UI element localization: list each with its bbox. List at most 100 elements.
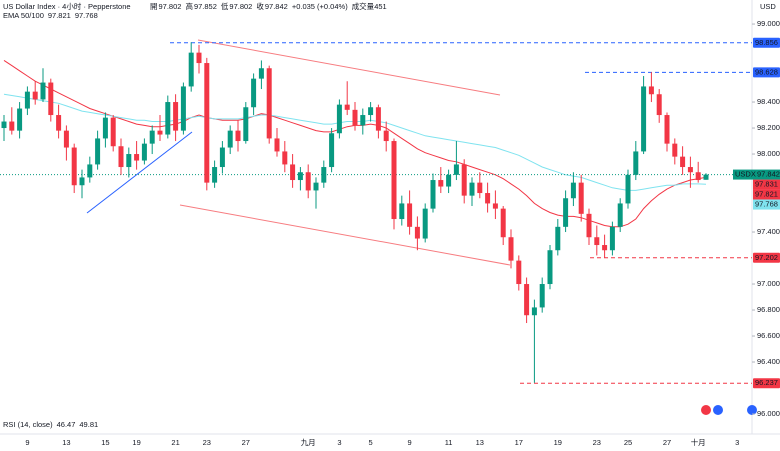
x-tick-label: 17	[515, 438, 523, 447]
candle-body	[438, 180, 444, 187]
currency: USD	[760, 2, 776, 11]
candle-body	[469, 182, 475, 196]
volume: 451	[374, 2, 387, 11]
ema-value: 97.821	[48, 11, 71, 20]
candle-body	[547, 250, 553, 285]
candle-body	[32, 91, 38, 100]
candle-body	[609, 226, 615, 251]
candle-body	[336, 104, 342, 134]
level-tag	[753, 252, 780, 263]
symbol-tag	[733, 169, 780, 180]
candle-body	[375, 107, 381, 131]
candle-body	[508, 237, 514, 261]
event-icon[interactable]	[747, 405, 757, 415]
candle-body	[344, 104, 350, 110]
candle-body	[56, 115, 62, 131]
indicator-label: EMA 50/100	[3, 11, 44, 20]
x-tick-label: 25	[624, 438, 632, 447]
candle-body	[71, 147, 77, 186]
chart-title: US Dollar Index · 4小时 · Pepperstone	[3, 1, 131, 11]
candle-body	[680, 156, 686, 168]
candle-body	[430, 180, 436, 209]
candle-body	[305, 172, 311, 191]
candle-body	[641, 86, 647, 152]
candle-body	[399, 203, 405, 220]
candle-body	[274, 138, 280, 152]
candle-body	[196, 52, 202, 64]
y-tick-label: 96.800	[757, 305, 780, 314]
rsi-value: 49.81	[79, 420, 98, 429]
ohlc-value: 97.842	[265, 2, 288, 11]
x-tick-label: 十月	[691, 437, 706, 447]
candle-body	[391, 141, 397, 220]
candle-body	[555, 226, 561, 251]
candle-body	[79, 177, 85, 186]
candle-body	[258, 68, 264, 79]
price-tag-label: 97.768	[755, 200, 778, 209]
candle-body	[95, 138, 101, 165]
candle-body	[118, 146, 124, 168]
candle-body	[9, 121, 15, 131]
y-tick-label: 98.400	[757, 97, 780, 106]
ohlc-label: 開	[150, 2, 158, 11]
candle-body	[695, 172, 701, 181]
candle-body	[531, 307, 537, 316]
candle-body	[149, 130, 155, 144]
candle-body	[188, 52, 194, 87]
candle-body	[157, 130, 163, 135]
level-tag	[753, 67, 780, 78]
price-tag	[753, 179, 780, 190]
candle-body	[17, 108, 23, 131]
y-tick-label: 98.200	[757, 123, 780, 132]
candle-body	[180, 86, 186, 131]
candle-body	[687, 167, 693, 173]
candle-body	[453, 164, 459, 175]
candle-body	[516, 260, 522, 285]
candle-body	[313, 182, 319, 191]
x-tick-label: 5	[369, 438, 373, 447]
event-icon[interactable]	[713, 405, 723, 415]
x-tick-label: 9	[25, 438, 29, 447]
x-tick-label: 23	[593, 438, 601, 447]
candle-body	[352, 109, 358, 126]
candle-body	[227, 130, 233, 148]
candle-body	[602, 245, 608, 251]
x-tick-label: 3	[735, 438, 739, 447]
x-tick-label: 九月	[301, 438, 316, 447]
candle-body	[586, 213, 592, 238]
candle-body	[212, 167, 218, 183]
candle-body	[141, 143, 147, 161]
level-tag	[753, 37, 780, 48]
candle-body	[134, 154, 140, 161]
ohlc-value: 97.802	[159, 2, 182, 11]
candle-body	[485, 193, 491, 204]
candle-body	[664, 115, 670, 144]
candle-body	[40, 82, 46, 100]
y-tick-label: 96.400	[757, 357, 780, 366]
y-tick-label: 96.600	[757, 331, 780, 340]
candle-body	[594, 237, 600, 246]
candle-body	[290, 164, 296, 181]
candle-body	[703, 174, 709, 180]
x-tick-label: 15	[101, 438, 109, 447]
channel-lower	[179, 204, 511, 266]
candle-body	[672, 143, 678, 157]
ohlc-label: 收	[256, 1, 264, 11]
current-price-label: 97.842	[757, 170, 780, 179]
event-icon[interactable]	[701, 405, 711, 415]
candle-body	[173, 102, 179, 131]
candle-body	[461, 164, 467, 196]
rsi-value: 46.47	[57, 420, 76, 429]
change: +0.035 (+0.04%)	[292, 2, 348, 11]
x-tick-label: 21	[171, 438, 179, 447]
candle-body	[282, 151, 288, 165]
y-tick-label: 99.000	[757, 19, 780, 28]
candle-body	[407, 203, 413, 227]
candle-body	[251, 78, 257, 108]
candle-body	[578, 182, 584, 214]
price-tag	[753, 189, 780, 200]
y-tick-label: 96.000	[757, 409, 780, 418]
x-tick-label: 13	[62, 438, 70, 447]
price-tag-label: 97.831	[755, 180, 778, 189]
ema-value: 97.768	[75, 11, 98, 20]
